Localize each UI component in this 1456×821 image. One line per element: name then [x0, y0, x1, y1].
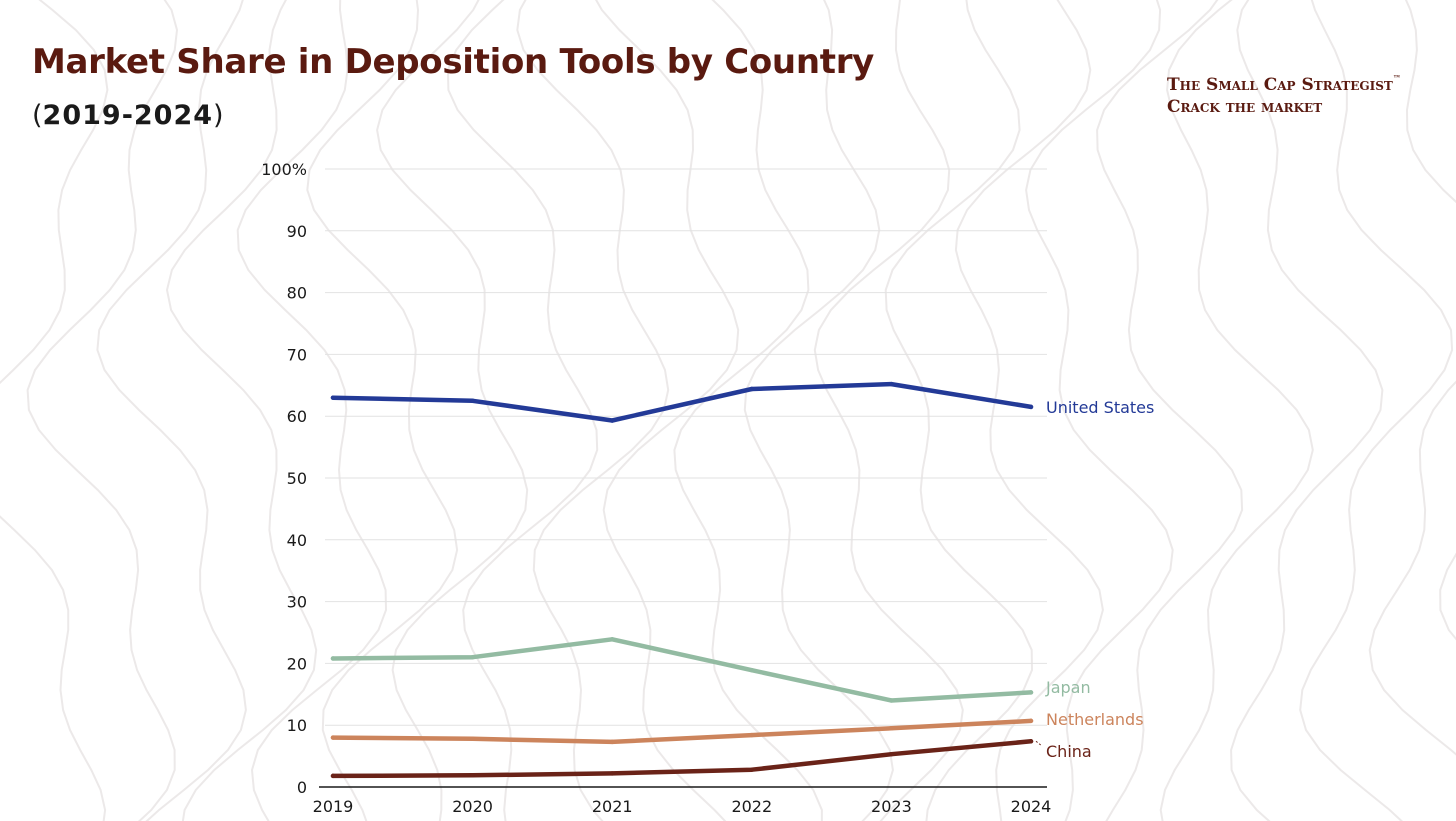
background-contour-line	[446, 0, 599, 821]
data-point-united-states	[749, 386, 754, 392]
data-point-japan	[889, 698, 894, 703]
data-point-japan	[749, 667, 754, 673]
background-contour-line	[954, 0, 1104, 821]
brand-logo: The Small Cap Strategist™ Crack the mark…	[1167, 67, 1401, 118]
series-line-japan	[330, 637, 1034, 703]
series-label-netherlands: Netherlands	[1046, 710, 1144, 729]
y-tick-label: 100%	[261, 160, 307, 179]
y-tick-label: 50	[287, 469, 307, 488]
background-contour-line	[96, 0, 247, 821]
background-contour-line	[1299, 0, 1454, 821]
y-tick-label: 30	[287, 593, 307, 612]
data-point-netherlands	[1028, 718, 1034, 724]
y-tick-label: 80	[287, 284, 307, 303]
data-point-china	[889, 752, 894, 757]
background-contour-line	[376, 0, 529, 821]
data-point-united-states	[1028, 404, 1034, 410]
y-tick-label: 40	[287, 531, 307, 550]
chart-subtitle: (2019-2024)	[32, 100, 224, 131]
background-contour-line	[236, 0, 388, 821]
data-point-netherlands	[749, 732, 754, 738]
data-point-japan	[1028, 690, 1034, 695]
data-point-china	[749, 767, 754, 772]
data-point-japan	[470, 655, 475, 660]
x-tick-label: 2022	[731, 797, 772, 816]
y-tick-label: 20	[287, 654, 307, 673]
y-tick-label: 0	[297, 778, 307, 797]
data-point-netherlands	[889, 726, 894, 731]
brand-name: The Small Cap Strategist	[1167, 75, 1393, 95]
data-point-united-states	[610, 418, 615, 423]
series-line-united-states	[330, 381, 1034, 423]
series-label-china: China	[1046, 742, 1092, 761]
data-point-china	[1028, 739, 1034, 744]
data-point-united-states	[330, 395, 336, 400]
background-contour-line	[1096, 0, 1244, 821]
background-contour-line	[1230, 0, 1384, 821]
x-tick-label: 2024	[1011, 797, 1052, 816]
background-contour-line	[165, 0, 318, 821]
x-tick-label: 2023	[871, 797, 912, 816]
data-point-china	[470, 773, 475, 778]
background-contour-line	[1025, 0, 1174, 821]
data-point-netherlands	[470, 736, 475, 741]
data-point-netherlands	[330, 735, 336, 740]
data-point-netherlands	[610, 739, 615, 745]
background-contour-line	[26, 0, 179, 821]
series-label-japan: Japan	[1045, 678, 1091, 697]
y-tick-label: 90	[287, 222, 307, 241]
brand-trademark: ™	[1392, 73, 1401, 83]
grid	[325, 168, 1047, 726]
series-label-united-states: United States	[1046, 398, 1154, 417]
y-tick-label: 10	[287, 716, 307, 735]
data-point-japan	[330, 656, 336, 661]
x-tick-label: 2019	[313, 797, 354, 816]
x-tick-label: 2020	[452, 797, 493, 816]
x-tick-label: 2021	[592, 797, 633, 816]
background-contour-line	[884, 0, 1034, 821]
background-contour-line	[813, 0, 964, 821]
background-contour-line	[306, 0, 459, 821]
data-point-china	[610, 771, 615, 776]
y-tick-label: 70	[287, 345, 307, 364]
data-point-japan	[610, 637, 615, 642]
series-line-netherlands	[330, 718, 1034, 745]
label-leader-line	[1035, 740, 1043, 747]
subtitle-years: 2019-2024	[42, 100, 214, 131]
series-line-china	[330, 739, 1034, 779]
background-contour-line	[594, 0, 740, 821]
data-point-united-states	[470, 398, 475, 403]
data-point-china	[330, 773, 336, 779]
data-point-united-states	[889, 381, 894, 387]
background-contour-line	[1368, 0, 1456, 756]
brand-tagline: Crack the market	[1167, 97, 1323, 117]
y-tick-label: 60	[287, 407, 307, 426]
background-contour-line	[1159, 0, 1314, 821]
background-contour-line	[0, 0, 109, 821]
chart-title: Market Share in Deposition Tools by Coun…	[32, 42, 875, 82]
background-contour-line	[673, 0, 823, 821]
